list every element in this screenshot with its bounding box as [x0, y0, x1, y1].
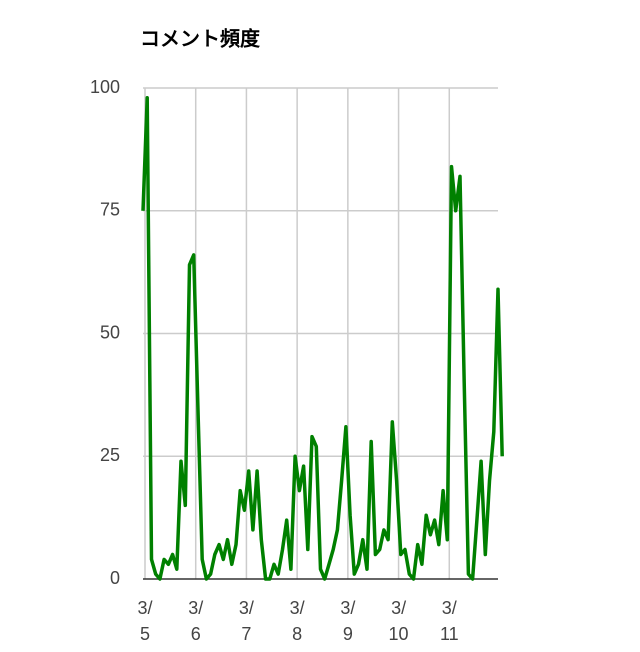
y-tick-label: 0 — [110, 568, 120, 588]
x-tick-label: 3/9 — [340, 598, 355, 644]
y-tick-label: 100 — [90, 77, 120, 97]
x-tick-label: 3/8 — [290, 598, 305, 644]
y-tick-label: 25 — [100, 445, 120, 465]
x-tick-label: 3/11 — [440, 598, 459, 644]
y-tick-label: 75 — [100, 200, 120, 220]
chart-title: コメント頻度 — [140, 26, 261, 50]
x-tick-label: 3/6 — [188, 598, 203, 644]
x-tick-label: 3/10 — [389, 598, 409, 644]
data-line — [141, 96, 504, 581]
y-tick-label: 50 — [100, 322, 120, 342]
x-tick-label: 3/7 — [239, 598, 254, 644]
x-tick-label: 3/5 — [137, 598, 152, 644]
